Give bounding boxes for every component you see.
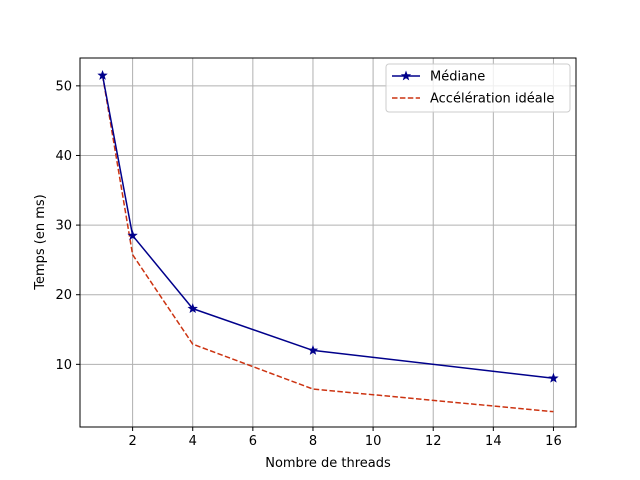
series-marker <box>127 230 138 240</box>
plot-frame <box>79 57 577 428</box>
x-tick-label: 14 <box>485 434 502 449</box>
y-tick-label: 20 <box>55 288 72 303</box>
y-tick-label: 40 <box>55 149 72 164</box>
x-tick-label: 6 <box>249 434 257 449</box>
legend-label: Médiane <box>430 70 485 85</box>
y-axis-label: Temps (en ms) <box>33 194 48 291</box>
legend-label: Accélération idéale <box>430 92 554 107</box>
y-tick-label: 50 <box>55 79 72 94</box>
legend-marker <box>400 70 412 81</box>
y-tick-label: 30 <box>55 219 72 234</box>
x-tick-label: 10 <box>365 434 382 449</box>
series-marker <box>187 303 198 314</box>
series-marker <box>97 69 108 80</box>
series-line <box>101 75 554 413</box>
x-axis-label: Nombre de threads <box>265 456 391 471</box>
x-tick-label: 16 <box>545 434 562 449</box>
x-tick-label: 4 <box>189 434 197 449</box>
legend: Médiane Accélération idéale <box>385 63 571 113</box>
legend-box <box>385 63 571 113</box>
ticks: 2 4 6 8 10 12 14 16 10 20 30 40 50 <box>55 79 561 449</box>
series-layer <box>97 69 559 413</box>
x-tick-label: 12 <box>425 434 442 449</box>
series-marker <box>307 344 319 355</box>
series-marker <box>548 372 559 383</box>
x-tick-label: 2 <box>128 434 136 449</box>
y-tick-label: 10 <box>55 358 72 373</box>
x-tick-label: 8 <box>309 434 317 449</box>
grid <box>80 58 576 427</box>
